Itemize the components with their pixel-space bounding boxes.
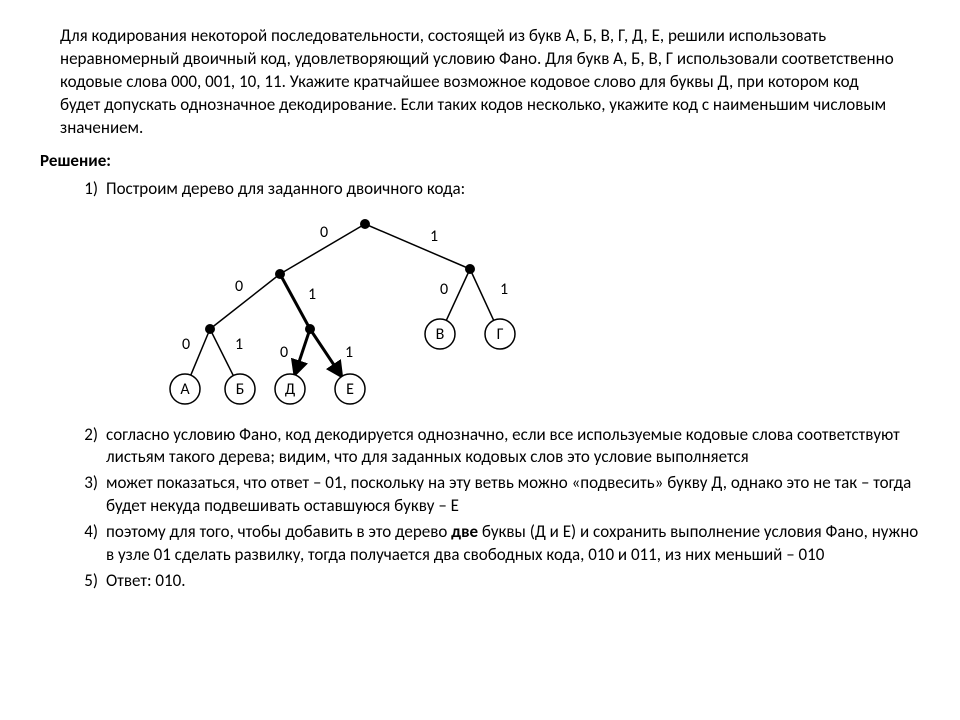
svg-text:Е: Е bbox=[346, 379, 354, 398]
svg-text:0: 0 bbox=[440, 280, 448, 299]
svg-text:1: 1 bbox=[430, 227, 438, 246]
step-number: 5) bbox=[70, 570, 106, 593]
svg-text:Г: Г bbox=[497, 324, 504, 343]
step-2: 2) согласно условию Фано, код декодирует… bbox=[70, 424, 920, 470]
step-3: 3) может показаться, что ответ – 01, пос… bbox=[70, 472, 920, 518]
svg-text:0: 0 bbox=[182, 335, 190, 354]
step-text: Ответ: 010. bbox=[106, 570, 920, 593]
svg-text:А: А bbox=[180, 379, 190, 398]
step-number: 1) bbox=[70, 178, 106, 201]
solution-heading: Решение: bbox=[40, 150, 920, 173]
binary-tree-diagram: 0 1 0 1 0 1 0 1 0 1 В Г А Б Д Е bbox=[140, 209, 590, 409]
svg-text:Б: Б bbox=[236, 379, 245, 398]
svg-text:В: В bbox=[436, 324, 445, 343]
svg-text:1: 1 bbox=[500, 280, 508, 299]
svg-text:1: 1 bbox=[235, 335, 243, 354]
step-number: 2) bbox=[70, 424, 106, 470]
svg-text:0: 0 bbox=[280, 343, 288, 362]
svg-text:1: 1 bbox=[308, 285, 316, 304]
step-text: может показаться, что ответ – 01, поскол… bbox=[106, 472, 920, 518]
svg-text:0: 0 bbox=[235, 277, 243, 296]
step-number: 3) bbox=[70, 472, 106, 518]
svg-text:Д: Д bbox=[285, 379, 295, 398]
step-1: 1) Построим дерево для заданного двоично… bbox=[70, 178, 920, 201]
step-text: поэтому для того, чтобы добавить в это д… bbox=[106, 521, 920, 567]
step-text: согласно условию Фано, код декодируется … bbox=[106, 424, 920, 470]
problem-statement: Для кодирования некоторой последовательн… bbox=[60, 25, 900, 140]
step-text-bold: две bbox=[451, 521, 478, 542]
step-text: Построим дерево для заданного двоичного … bbox=[106, 178, 920, 201]
svg-text:0: 0 bbox=[320, 223, 328, 242]
step-4: 4) поэтому для того, чтобы добавить в эт… bbox=[70, 521, 920, 567]
step-number: 4) bbox=[70, 521, 106, 567]
step-5: 5) Ответ: 010. bbox=[70, 570, 920, 593]
step-text-before: поэтому для того, чтобы добавить в это д… bbox=[106, 521, 451, 542]
svg-text:1: 1 bbox=[345, 343, 353, 362]
